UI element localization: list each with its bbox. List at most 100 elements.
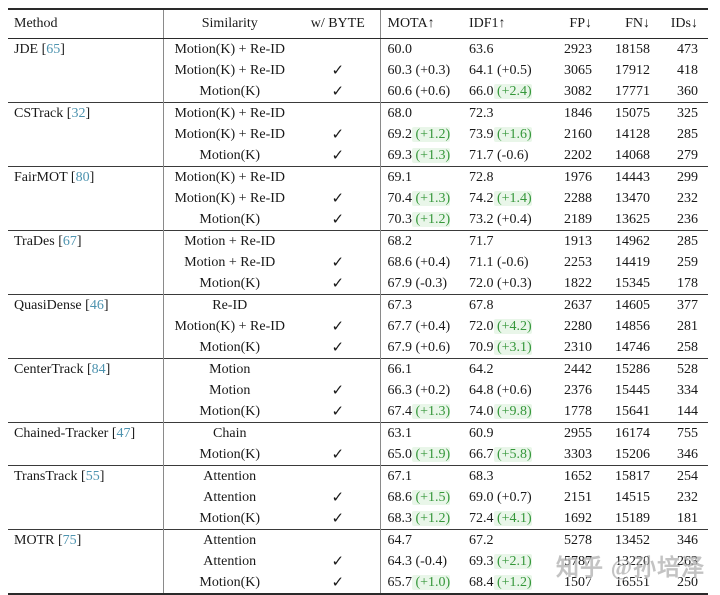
fp-cell: 3303 xyxy=(564,446,592,462)
similarity-cell: Attention xyxy=(203,553,257,569)
delta-value: (+1.5) xyxy=(412,489,451,505)
byte-check-cell xyxy=(296,422,381,444)
table-row: Motion(K) ✓ 70.3 (+1.2) 73.2 (+0.4) 2189 1362… xyxy=(8,209,708,231)
citation-link[interactable]: 80 xyxy=(75,170,90,185)
mota-cell: 67.7 (+0.4) xyxy=(387,318,451,334)
ids-cell: 254 xyxy=(655,465,708,487)
mota-cell: 65.0 (+1.9) xyxy=(387,446,451,462)
mota-cell: 68.3 (+1.2) xyxy=(387,510,451,526)
table-header-row: Method Similarity w/ BYTE MOTA↑ IDF1↑ FP… xyxy=(8,9,708,39)
mota-cell: 65.7 (+1.0) xyxy=(387,574,451,590)
citation-link[interactable]: 65 xyxy=(46,42,61,57)
ids-cell: 144 xyxy=(677,403,698,419)
ids-cell: 232 xyxy=(677,190,698,206)
citation-link[interactable]: 84 xyxy=(91,362,106,377)
method-name: JDE xyxy=(14,42,39,57)
citation-link[interactable]: 32 xyxy=(71,106,86,121)
idf1-cell: 64.8 (+0.6) xyxy=(469,382,532,398)
delta-value: (+9.8) xyxy=(493,403,532,419)
delta-value: (+0.6) xyxy=(493,382,532,398)
table-row: JDE [65] Motion(K) + Re-ID 60.0 63.6 2923 181… xyxy=(8,38,708,103)
byte-check-cell: ✓ xyxy=(296,252,381,273)
fn-cell: 15286 xyxy=(597,358,655,380)
idf1-cell: 71.7 xyxy=(462,230,547,252)
table-row: FairMOT [80] Motion(K) + Re-ID 69.1 72.8 197… xyxy=(8,166,708,231)
delta-value: (+3.1) xyxy=(493,339,532,355)
idf1-cell: 64.1 (+0.5) xyxy=(469,62,532,78)
similarity-cell: Motion(K) + Re-ID xyxy=(174,190,286,206)
method-name: CSTrack xyxy=(14,106,64,121)
ids-cell: 528 xyxy=(655,358,708,380)
delta-value: (+1.0) xyxy=(412,574,451,590)
table-row: Motion(K) + Re-ID ✓ 70.4 (+1.3) 74.2 (+1.4)… xyxy=(8,188,708,209)
method-cell: JDE [65] xyxy=(8,38,164,103)
table-row: Chained-Tracker [47] Chain 63.1 60.9 2955 161… xyxy=(8,422,708,466)
fp-cell: 2955 xyxy=(547,422,597,444)
byte-check-cell: ✓ xyxy=(296,145,381,167)
ids-cell: 755 xyxy=(655,422,708,444)
method-name: Chained-Tracker xyxy=(14,426,109,441)
idf1-cell: 63.6 xyxy=(462,38,547,60)
similarity-cell: Motion(K) xyxy=(199,211,261,227)
delta-value: (+0.6) xyxy=(412,83,451,99)
header-fn: FN↓ xyxy=(597,9,655,39)
delta-value: (+1.3) xyxy=(412,190,451,206)
byte-check-cell: ✓ xyxy=(296,60,381,81)
byte-check-cell: ✓ xyxy=(296,444,381,466)
check-icon: ✓ xyxy=(331,255,345,271)
similarity-cell: Motion(K) xyxy=(199,275,261,291)
check-icon: ✓ xyxy=(331,575,345,591)
delta-value: (+0.3) xyxy=(412,62,451,78)
table-row: CSTrack [32] Motion(K) + Re-ID 68.0 72.3 184… xyxy=(8,102,708,167)
fp-cell: 2376 xyxy=(564,382,592,398)
fp-cell: 1822 xyxy=(564,275,592,291)
table-row: MOTR [75] Attention 64.7 67.2 5278 13452 346 xyxy=(8,529,708,594)
table-row: Motion(K) ✓ 67.4 (+1.3) 74.0 (+9.8) 1778 1564… xyxy=(8,401,708,423)
citation-link[interactable]: 67 xyxy=(62,234,77,249)
citation-link[interactable]: 47 xyxy=(116,426,131,441)
check-icon: ✓ xyxy=(331,191,345,207)
fn-cell: 18158 xyxy=(597,38,655,60)
table-row: Motion(K) ✓ 60.6 (+0.6) 66.0 (+2.4) 3082 1777… xyxy=(8,81,708,103)
ids-cell: 178 xyxy=(677,275,698,291)
delta-value: (+1.3) xyxy=(412,403,451,419)
fn-cell: 13470 xyxy=(615,190,650,206)
delta-value: (+1.6) xyxy=(493,126,532,142)
fn-cell: 14515 xyxy=(615,489,650,505)
ids-cell: 236 xyxy=(677,211,698,227)
delta-value: (+0.4) xyxy=(412,318,451,334)
fn-cell: 14962 xyxy=(597,230,655,252)
similarity-cell: Motion + Re-ID xyxy=(184,254,276,270)
fp-cell: 2160 xyxy=(564,126,592,142)
fp-cell: 2923 xyxy=(547,38,597,60)
idf1-cell: 73.9 (+1.6) xyxy=(469,126,532,142)
ids-cell: 285 xyxy=(677,126,698,142)
byte-check-cell: ✓ xyxy=(296,401,381,423)
idf1-cell: 69.3 (+2.1) xyxy=(469,553,532,569)
ids-cell: 334 xyxy=(677,382,698,398)
fp-cell: 1913 xyxy=(547,230,597,252)
idf1-cell: 69.0 (+0.7) xyxy=(469,489,532,505)
ids-cell: 258 xyxy=(677,339,698,355)
idf1-cell: 73.2 (+0.4) xyxy=(469,211,532,227)
check-icon: ✓ xyxy=(331,63,345,79)
ids-cell: 281 xyxy=(677,318,698,334)
fp-cell: 2288 xyxy=(564,190,592,206)
similarity-cell: Motion(K) xyxy=(199,83,261,99)
method-cell: Chained-Tracker [47] xyxy=(8,422,164,466)
fp-cell: 1692 xyxy=(564,510,592,526)
citation-link[interactable]: 55 xyxy=(85,469,100,484)
header-similarity: Similarity xyxy=(163,9,296,39)
mota-cell: 66.1 xyxy=(380,358,462,380)
delta-value: (+0.2) xyxy=(412,382,451,398)
byte-check-cell xyxy=(296,465,381,487)
citation-link[interactable]: 75 xyxy=(62,533,77,548)
delta-value: (+1.2) xyxy=(493,574,532,590)
table-row: CenterTrack [84] Motion 66.1 64.2 2442 15286 5… xyxy=(8,358,708,423)
similarity-cell: Motion(K) + Re-ID xyxy=(174,126,286,142)
citation-link[interactable]: 46 xyxy=(89,298,104,313)
similarity-cell: Motion(K) xyxy=(199,446,261,462)
similarity-cell: Chain xyxy=(163,422,296,444)
mota-cell: 70.3 (+1.2) xyxy=(387,211,451,227)
